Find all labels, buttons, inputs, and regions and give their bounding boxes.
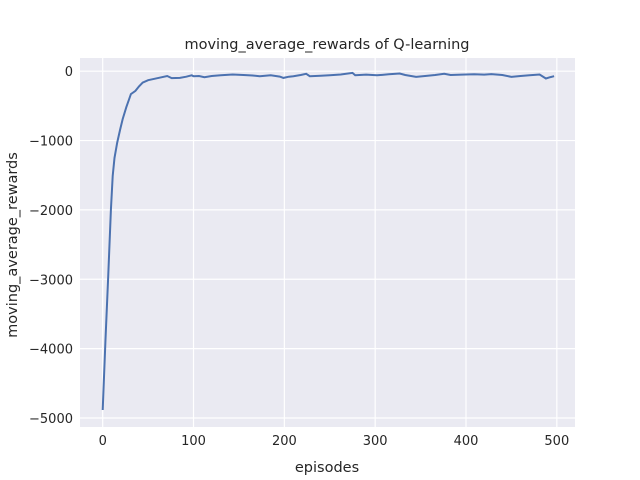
y-tick-label: −4000 (29, 343, 73, 358)
x-tick-label: 0 (99, 434, 107, 449)
x-tick-label: 500 (544, 434, 569, 449)
x-tick-label: 200 (272, 434, 297, 449)
x-tick-label: 100 (181, 434, 206, 449)
x-axis-label: episodes (295, 460, 359, 476)
x-tick-label: 300 (363, 434, 388, 449)
series-line (101, 71, 555, 411)
y-tick-label: 0 (65, 65, 73, 80)
y-tick-label: −2000 (29, 204, 73, 219)
y-tick-label: −3000 (29, 273, 73, 288)
chart-title: moving_average_rewards of Q-learning (184, 37, 469, 53)
y-axis-label: moving_average_rewards (5, 152, 21, 338)
y-tick-label: −5000 (29, 412, 73, 427)
plot-area (80, 58, 575, 427)
x-tick-label: 400 (454, 434, 479, 449)
y-tick-label: −1000 (29, 135, 73, 150)
